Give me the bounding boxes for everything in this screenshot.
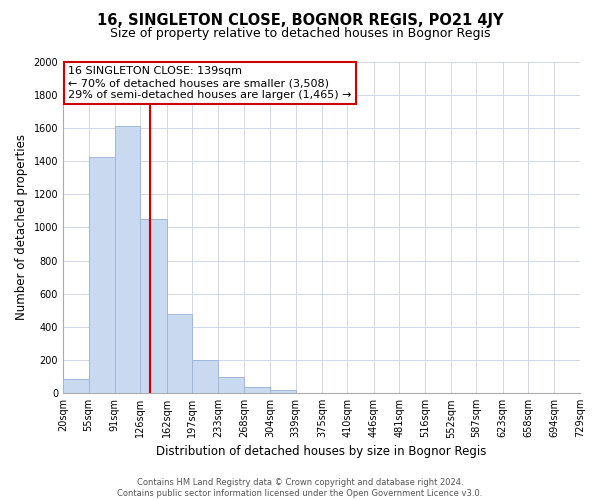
Bar: [192, 360, 218, 393]
Text: 16, SINGLETON CLOSE, BOGNOR REGIS, PO21 4JY: 16, SINGLETON CLOSE, BOGNOR REGIS, PO21 …: [97, 12, 503, 28]
Bar: [115, 126, 140, 393]
Text: 16 SINGLETON CLOSE: 139sqm
← 70% of detached houses are smaller (3,508)
29% of s: 16 SINGLETON CLOSE: 139sqm ← 70% of deta…: [68, 66, 352, 100]
Bar: [218, 376, 244, 393]
Text: Contains HM Land Registry data © Crown copyright and database right 2024.
Contai: Contains HM Land Registry data © Crown c…: [118, 478, 482, 498]
Bar: [63, 379, 89, 393]
X-axis label: Distribution of detached houses by size in Bognor Regis: Distribution of detached houses by size …: [157, 444, 487, 458]
Bar: [244, 386, 270, 393]
Text: Size of property relative to detached houses in Bognor Regis: Size of property relative to detached ho…: [110, 28, 490, 40]
Bar: [167, 314, 192, 393]
Bar: [89, 157, 115, 393]
Bar: [270, 390, 296, 393]
Bar: [140, 219, 167, 393]
Y-axis label: Number of detached properties: Number of detached properties: [15, 134, 28, 320]
